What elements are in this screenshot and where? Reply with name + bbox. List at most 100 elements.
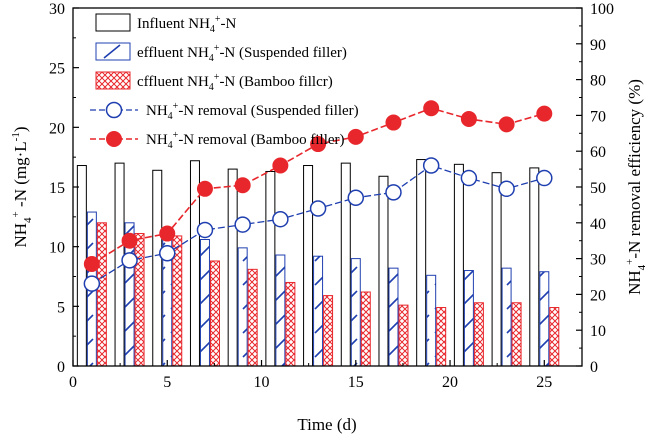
x-axis-title: Time (d) xyxy=(297,415,356,434)
suspended-removal-point xyxy=(498,180,515,198)
influent-bar xyxy=(303,165,314,367)
suspended-effluent-bar xyxy=(426,274,437,367)
right-tick-label: 50 xyxy=(590,180,606,197)
left-tick-label: 25 xyxy=(49,61,65,78)
suspended-removal-point xyxy=(121,252,138,269)
right-axis-title: NH4+-N removal efficiency (%) xyxy=(624,79,648,295)
bamboo-removal-point xyxy=(536,105,553,122)
x-tick-label: 0 xyxy=(69,374,77,391)
legend-item-effluent-bamboo: cffluent NH4+-N (Bamboo fillcr) xyxy=(95,71,333,93)
legend-item-effluent-suspended: effluent NH4+-N (Suspended filler) xyxy=(95,42,347,64)
right-tick-label: 10 xyxy=(590,323,606,340)
suspended-effluent-bar xyxy=(199,239,210,367)
right-axis-ticks: 0 10 20 30 40 50 60 70 80 90 100 xyxy=(576,1,614,376)
right-tick-label: 70 xyxy=(590,108,606,125)
left-tick-label: 30 xyxy=(49,1,65,18)
bamboo-effluent-bar xyxy=(473,302,484,367)
left-tick-label: 15 xyxy=(49,180,65,197)
bamboo-effluent-bar xyxy=(549,307,560,367)
legend-label-influent: Influent NH4+-N xyxy=(137,14,237,35)
suspended-removal-point xyxy=(536,169,553,187)
suspended-effluent-bar xyxy=(313,255,324,367)
bamboo-effluent-bar xyxy=(96,222,107,367)
influent-bar xyxy=(227,168,238,367)
bamboo-effluent-bar xyxy=(511,302,522,367)
bamboo-removal-point xyxy=(121,232,138,249)
left-tick-label: 5 xyxy=(57,299,65,316)
bamboo-removal-series xyxy=(83,100,553,272)
right-tick-label: 0 xyxy=(590,359,598,376)
right-tick-label: 100 xyxy=(590,1,614,18)
bamboo-removal-point xyxy=(460,110,477,127)
suspended-removal-point xyxy=(309,200,327,217)
bamboo-removal-point xyxy=(83,255,100,272)
suspended-removal-point xyxy=(385,184,402,201)
bamboo-removal-point xyxy=(310,136,327,153)
influent-bar xyxy=(491,172,502,367)
influent-bar xyxy=(265,170,276,367)
right-tick-label: 40 xyxy=(590,216,606,233)
suspended-effluent-bar xyxy=(463,270,474,367)
influent-bars xyxy=(76,159,540,367)
x-tick-label: 25 xyxy=(536,374,552,391)
suspended-effluent-bar xyxy=(539,271,550,367)
legend-swatch-effluent-bamboo xyxy=(95,71,131,90)
x-tick-label: 5 xyxy=(163,374,171,391)
legend-item-removal-suspended: NH4+-N removal (Suspended filler) xyxy=(90,101,359,122)
influent-bar xyxy=(378,175,389,367)
suspended-removal-point xyxy=(159,244,176,262)
suspended-removal-point xyxy=(196,221,214,239)
bamboo-removal-point xyxy=(234,177,251,194)
legend-label-effluent-bamboo: cffluent NH4+-N (Bamboo fillcr) xyxy=(137,72,333,93)
left-tick-label: 10 xyxy=(49,240,65,257)
bamboo-removal-point xyxy=(498,116,515,133)
right-tick-label: 60 xyxy=(590,144,606,161)
suspended-removal-point xyxy=(347,189,365,206)
suspended-effluent-bar xyxy=(275,254,286,367)
legend-label-removal-suspended: NH4+-N removal (Suspended filler) xyxy=(146,101,359,122)
x-tick-label: 20 xyxy=(442,374,458,391)
legend-marker-bamboo xyxy=(106,131,122,147)
bamboo-removal-point xyxy=(385,114,402,131)
legend-item-influent: Influent NH4+-N xyxy=(95,13,237,35)
right-tick-label: 30 xyxy=(590,252,606,269)
bamboo-effluent-bar xyxy=(285,281,296,367)
legend: Influent NH4+-N effluent NH4+-N (Suspend… xyxy=(90,13,359,151)
suspended-effluent-bar xyxy=(237,247,248,367)
left-tick-label: 20 xyxy=(49,120,65,137)
suspended-effluent-bar xyxy=(501,267,512,367)
legend-label-removal-bamboo: NH4+-N removal (Bamboo filler) xyxy=(146,130,345,151)
influent-bar xyxy=(453,163,464,367)
x-tick-label: 15 xyxy=(348,374,364,391)
bamboo-removal-point xyxy=(159,225,176,242)
influent-bar xyxy=(416,159,427,367)
bamboo-removal-point xyxy=(272,157,289,174)
bamboo-effluent-bar xyxy=(360,291,371,367)
left-axis-title: NH4+ -N (mg·L-1) xyxy=(10,127,34,248)
bamboo-effluent-bar xyxy=(209,260,220,367)
suspended-removal-point xyxy=(83,275,101,292)
suspended-removal-series xyxy=(83,157,553,292)
suspended-removal-point xyxy=(422,157,440,174)
x-tick-label: 10 xyxy=(254,374,270,391)
left-tick-label: 0 xyxy=(57,359,65,376)
x-axis-ticks: 0 5 10 15 20 25 xyxy=(69,360,552,391)
suspended-removal-point xyxy=(234,216,251,233)
bamboo-removal-point xyxy=(347,128,364,145)
bamboo-removal-point xyxy=(196,180,213,197)
legend-marker-suspended xyxy=(105,101,123,119)
bamboo-effluent-bar xyxy=(398,304,409,367)
bamboo-removal-point xyxy=(423,100,440,117)
suspended-removal-point xyxy=(272,210,289,228)
right-tick-label: 90 xyxy=(590,37,606,54)
legend-item-removal-bamboo: NH4+-N removal (Bamboo filler) xyxy=(90,130,345,151)
right-tick-label: 80 xyxy=(590,73,606,90)
suspended-removal-point xyxy=(460,169,478,187)
bamboo-effluent-bar xyxy=(323,295,334,367)
legend-label-effluent-suspended: effluent NH4+-N (Suspended filler) xyxy=(137,43,347,64)
bamboo-effluent-bar xyxy=(247,268,258,367)
bamboo-effluent-bar xyxy=(134,233,145,367)
left-axis-ticks: 0 5 10 15 20 25 30 xyxy=(49,1,79,376)
suspended-effluent-bar xyxy=(388,267,399,367)
